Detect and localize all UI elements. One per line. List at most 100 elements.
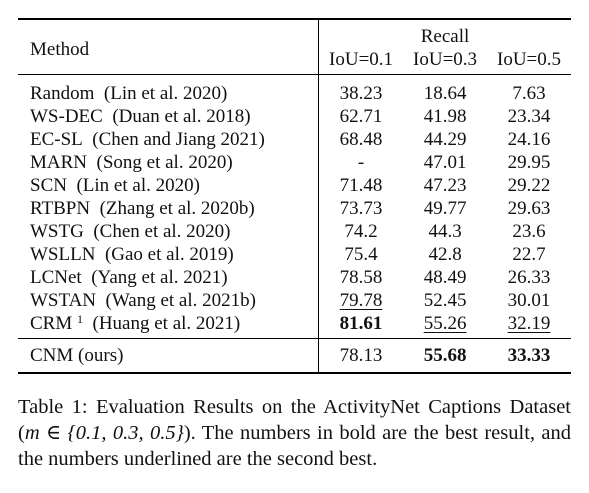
recall-cell-iou-0: 74.2 — [318, 220, 404, 243]
recall-cell-iou-0: 78.13 — [318, 338, 404, 374]
recall-value: 44.29 — [423, 129, 467, 150]
table-row: LCNet (Yang et al. 2021) 78.58 48.49 26.33 — [18, 266, 571, 289]
recall-cell-iou-2: 24.16 — [487, 128, 571, 151]
recall-header: Recall — [318, 19, 571, 48]
recall-cell-iou-2: 30.01 — [487, 289, 571, 312]
method-name: CRM — [30, 313, 73, 334]
recall-cell-iou-1: 55.26 — [403, 312, 487, 339]
method-name: EC-SL — [30, 129, 83, 150]
recall-value: 38.23 — [339, 83, 383, 104]
method-citation: (Zhang et al. 2020b) — [99, 198, 255, 219]
recall-value: 73.73 — [339, 198, 383, 219]
method-name: WSLLN — [30, 244, 96, 265]
recall-cell-iou-1: 18.64 — [403, 75, 487, 106]
recall-cell-iou-0: 62.71 — [318, 105, 404, 128]
method-name: WSTG — [30, 221, 84, 242]
method-citation: (Lin et al. 2020) — [103, 83, 228, 104]
recall-cell-iou-0: 73.73 — [318, 197, 404, 220]
recall-value: 44.3 — [428, 221, 462, 242]
recall-value: 29.63 — [507, 198, 551, 219]
footnote-marker: 1 — [77, 312, 83, 326]
recall-value: 78.58 — [339, 267, 383, 288]
table-row: MARN (Song et al. 2020) - 47.01 29.95 — [18, 151, 571, 174]
caption-math: m ∈ {0.1, 0.3, 0.5} — [24, 422, 184, 444]
caption-rest: ). The numbers in bold are the best resu… — [18, 422, 571, 470]
recall-cell-iou-2: 29.63 — [487, 197, 571, 220]
recall-cell-iou-2: 29.22 — [487, 174, 571, 197]
method-citation: (Gao et al. 2019) — [104, 244, 234, 265]
recall-cell-iou-1: 41.98 — [403, 105, 487, 128]
table-row: SCN (Lin et al. 2020) 71.48 47.23 29.22 — [18, 174, 571, 197]
recall-cell-iou-1: 55.68 — [403, 338, 488, 374]
recall-value: 71.48 — [339, 175, 383, 196]
recall-cell-iou-2: 7.63 — [487, 75, 571, 106]
table-row: RTBPN (Zhang et al. 2020b) 73.73 49.77 29.6… — [18, 197, 571, 220]
recall-value: 30.01 — [507, 290, 551, 311]
method-citation: (Yang et al. 2021) — [91, 267, 228, 288]
recall-value: 41.98 — [423, 106, 467, 127]
method-citation: (Chen et al. 2020) — [93, 221, 231, 242]
method-cell: RTBPN (Zhang et al. 2020b) — [18, 197, 319, 220]
recall-value: 55.68 — [423, 345, 467, 366]
recall-cell-iou-0: 81.61 — [318, 312, 404, 339]
method-cell: CRM 1 (Huang et al. 2021) — [18, 312, 319, 339]
recall-cell-iou-0: 79.78 — [318, 289, 404, 312]
recall-header-label: Recall — [420, 26, 470, 47]
recall-value: 26.33 — [507, 267, 551, 288]
table-row: WSTAN (Wang et al. 2021b) 79.78 52.45 30.01 — [18, 289, 571, 312]
method-cell: WS-DEC (Duan et al. 2018) — [18, 105, 319, 128]
iou-header-2: IoU=0.5 — [487, 48, 571, 75]
method-name: MARN — [30, 152, 88, 173]
recall-value: 52.45 — [423, 290, 467, 311]
recall-cell-iou-2: 32.19 — [487, 312, 571, 339]
method-citation: (Huang et al. 2021) — [92, 313, 241, 334]
recall-value: 48.49 — [423, 267, 467, 288]
recall-value: 32.19 — [507, 313, 551, 334]
iou-header-1: IoU=0.3 — [403, 48, 488, 75]
recall-value: 18.64 — [423, 83, 467, 104]
recall-value: 79.78 — [339, 290, 383, 311]
recall-value: 55.26 — [423, 313, 467, 334]
method-cell: MARN (Song et al. 2020) — [18, 151, 319, 174]
table-row: CRM 1 (Huang et al. 2021) 81.61 55.26 32.19 — [18, 312, 571, 339]
recall-value: 47.01 — [423, 152, 467, 173]
recall-value: 47.23 — [423, 175, 467, 196]
method-name: WS-DEC — [30, 106, 103, 127]
recall-cell-iou-1: 44.29 — [403, 128, 487, 151]
method-cell: WSTG (Chen et al. 2020) — [18, 220, 319, 243]
recall-cell-iou-2: 23.34 — [487, 105, 571, 128]
header-row-2: IoU=0.1 IoU=0.3 IoU=0.5 — [18, 48, 571, 75]
method-cell: CNM (ours) — [18, 338, 319, 374]
recall-cell-iou-2: 33.33 — [487, 338, 571, 374]
recall-value: 23.6 — [512, 221, 546, 242]
recall-value: 33.33 — [507, 345, 551, 366]
method-name: WSTAN — [30, 290, 97, 311]
method-citation: (Song et al. 2020) — [96, 152, 233, 173]
table-row: WSTG (Chen et al. 2020) 74.2 44.3 23.6 — [18, 220, 571, 243]
recall-value: 78.13 — [339, 345, 383, 366]
recall-cell-iou-1: 44.3 — [403, 220, 487, 243]
method-citation: (Duan et al. 2018) — [112, 106, 251, 127]
caption-lead: Table 1: Evaluation Results on the Activ… — [18, 396, 571, 444]
method-name: LCNet — [30, 267, 82, 288]
recall-cell-iou-1: 48.49 — [403, 266, 487, 289]
method-cell: WSLLN (Gao et al. 2019) — [18, 243, 319, 266]
header-row-1: Method Recall — [18, 19, 571, 75]
recall-cell-iou-1: 49.77 — [403, 197, 487, 220]
recall-cell-iou-0: 78.58 — [318, 266, 404, 289]
table-row: EC-SL (Chen and Jiang 2021) 68.48 44.29 24.… — [18, 128, 571, 151]
recall-cell-iou-1: 42.8 — [403, 243, 487, 266]
results-table: Method Recall IoU=0.1 IoU=0.3 IoU=0.5 Ra… — [18, 18, 571, 374]
recall-cell-iou-0: - — [318, 151, 404, 174]
method-header: Method — [18, 19, 319, 75]
table-row: WSLLN (Gao et al. 2019) 75.4 42.8 22.7 — [18, 243, 571, 266]
recall-cell-iou-1: 47.23 — [403, 174, 487, 197]
method-cell: LCNet (Yang et al. 2021) — [18, 266, 319, 289]
recall-cell-iou-0: 71.48 — [318, 174, 404, 197]
method-name: SCN — [30, 175, 67, 196]
recall-cell-iou-1: 47.01 — [403, 151, 487, 174]
recall-cell-iou-2: 29.95 — [487, 151, 571, 174]
table-row-ours: CNM (ours) 78.13 55.68 33.33 — [18, 338, 571, 374]
method-cell: WSTAN (Wang et al. 2021b) — [18, 289, 319, 312]
method-citation: (Wang et al. 2021b) — [105, 290, 256, 311]
